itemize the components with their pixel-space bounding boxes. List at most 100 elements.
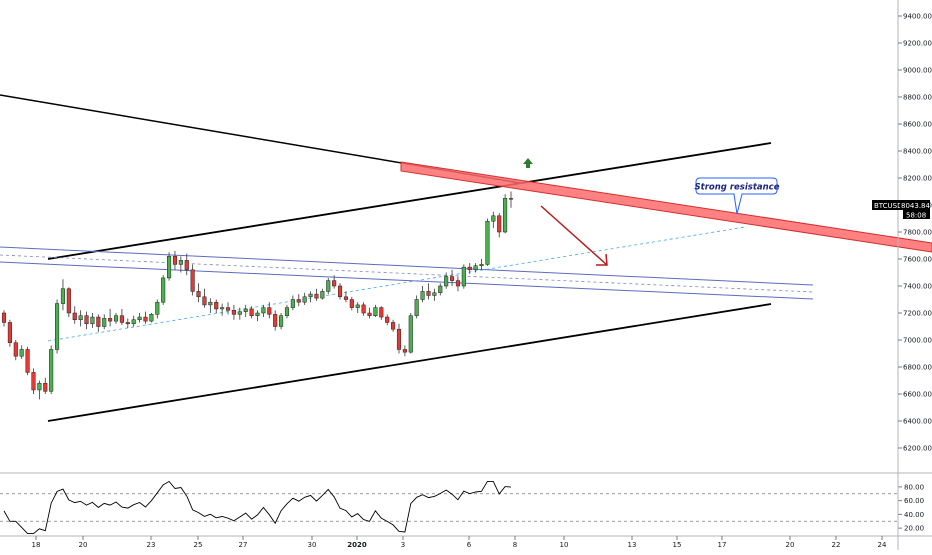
candle-body [485,220,490,265]
up-arrow-icon [523,158,533,168]
rsi-tick-label: 80.00 [904,483,924,491]
candle-body [37,382,42,391]
x-tick-label: 6 [467,541,472,549]
candles [1,191,514,400]
blue-channel-upper [0,246,814,286]
blue-channel-lower [0,261,814,300]
candle-body [131,319,136,325]
candle-body [108,318,113,322]
x-tick-label: 30 [308,541,317,549]
candle-body [143,316,148,322]
candle-body [231,310,236,315]
candle-body [414,299,419,316]
candle-body [449,276,455,281]
rsi-tick-label: 20.00 [904,525,924,533]
candle-body [432,292,437,296]
candle-body [161,277,166,303]
resistance-zone [400,161,932,253]
candle-body [208,301,213,306]
candle-body [290,299,295,308]
y-tick-label: 8200.00 [903,175,932,183]
x-tick-label: 18 [32,541,41,549]
candle-body [90,316,95,325]
last-price-label: 8043.84 [901,202,930,210]
candle-body [408,315,413,353]
x-tick-label: 3 [401,541,405,549]
candle-body [190,269,195,292]
candle-body [497,215,502,233]
candle-body [279,315,284,327]
candle-body [503,198,508,233]
candle-body [125,322,130,325]
candle-body [444,276,449,287]
x-tick-label: 24 [878,541,887,549]
candle-body [225,307,231,311]
x-tick-label: 20 [786,541,795,549]
y-tick-label: 6600.00 [903,391,932,399]
countdown-tag [903,210,930,219]
candle-body [467,266,472,271]
candle-body [55,303,60,350]
rsi-tick-label: 60.00 [904,497,924,505]
candle-body [349,299,354,308]
candle-body [196,291,201,298]
candle-body [308,293,313,298]
candle-body [373,307,378,316]
candle-body [337,285,343,298]
candle-body [149,314,154,322]
y-tick-label: 8600.00 [903,121,932,129]
dashed-support-line [47,226,746,342]
x-tick-label: 10 [560,541,569,549]
candle-body [66,288,71,314]
symbol-label: BTCUSD [874,202,903,210]
candle-body [237,311,242,315]
rsi-tick-label: 40.00 [904,511,924,519]
last-price-tag [900,200,930,210]
y-tick-label: 8400.00 [903,148,932,156]
candle-body [461,266,466,287]
y-tick-label: 7000.00 [903,337,932,345]
candle-body [314,293,319,299]
candle-body [137,316,142,320]
x-tick-label: 23 [147,541,156,549]
y-tick-label: 7800.00 [903,229,932,237]
candle-body [43,382,48,392]
candle-body [113,315,119,322]
candle-body [202,296,207,306]
candle-body [60,288,66,304]
y-tick-label: 9000.00 [903,67,932,75]
callout-text: Strong resistance [695,183,780,193]
candle-body [379,307,384,318]
candle-body [25,349,30,373]
candle-body [172,256,178,265]
candle-body [249,308,254,316]
candle-body [96,316,101,327]
candle-body [491,215,496,222]
x-tick-label: 13 [628,541,637,549]
callout-bubble [695,177,778,215]
candle-body [49,349,54,392]
strong-resistance-callout[interactable]: Strong resistance [695,177,780,215]
candle-body [426,291,431,296]
x-tick-label: 22 [832,541,841,549]
rsi-pane: 20.00 40.00 60.00 80.00 [0,480,924,535]
candle-body [119,315,124,323]
candle-body [343,296,348,300]
y-tick-label: 8800.00 [903,94,932,102]
candle-body [284,307,290,316]
candle-body [102,318,107,327]
candle-body [178,260,183,265]
candle-body [184,260,189,271]
candle-body [385,316,390,323]
x-tick-label: 2020 [347,541,367,549]
symbol-tag [872,200,904,210]
candle-body [13,342,18,357]
rsi-line [3,480,512,535]
candle-body [273,314,278,327]
candle-body [396,328,402,350]
candle-body [1,312,7,323]
x-tick-label: 8 [513,541,517,549]
candle-body [19,349,24,357]
y-tick-label: 7200.00 [903,310,932,318]
x-tick-label: 20 [79,541,88,549]
